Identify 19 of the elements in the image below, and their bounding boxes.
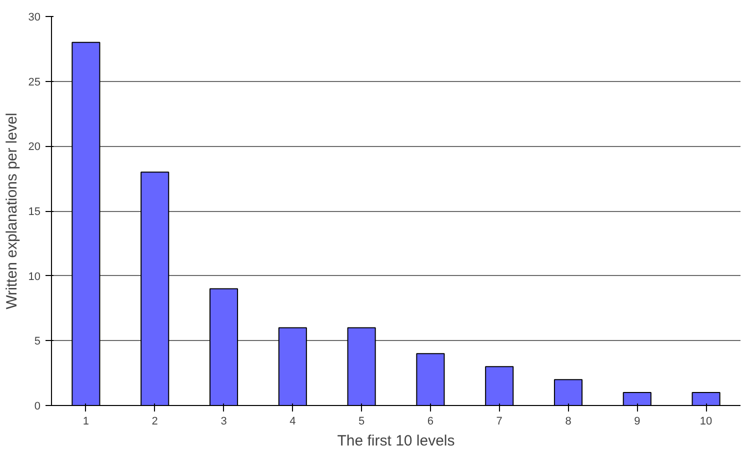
y-tick-label: 15 xyxy=(28,206,41,218)
y-tick-label: 20 xyxy=(28,141,41,154)
x-tick-label: 1 xyxy=(82,416,90,428)
x-tick-label: 8 xyxy=(565,416,572,428)
y-tick-label: 0 xyxy=(34,400,41,412)
x-tick-label: 9 xyxy=(634,416,640,428)
y-tick-label: 25 xyxy=(28,76,41,88)
x-tick-label: 6 xyxy=(427,416,434,428)
x-axis-title: The first 10 levels xyxy=(337,432,455,450)
x-tick-label: 5 xyxy=(358,416,365,428)
y-tick-label: 5 xyxy=(34,336,41,348)
x-tick-label: 3 xyxy=(220,416,227,428)
x-tick-label: 7 xyxy=(496,416,502,428)
y-tick-label: 10 xyxy=(28,270,41,283)
y-axis-title: Written explanations per level xyxy=(3,112,20,310)
x-tick-label: 4 xyxy=(290,416,296,428)
x-tick-label: 2 xyxy=(152,416,158,428)
x-tick-label: 10 xyxy=(700,416,712,428)
y-tick-label: 30 xyxy=(28,12,41,24)
